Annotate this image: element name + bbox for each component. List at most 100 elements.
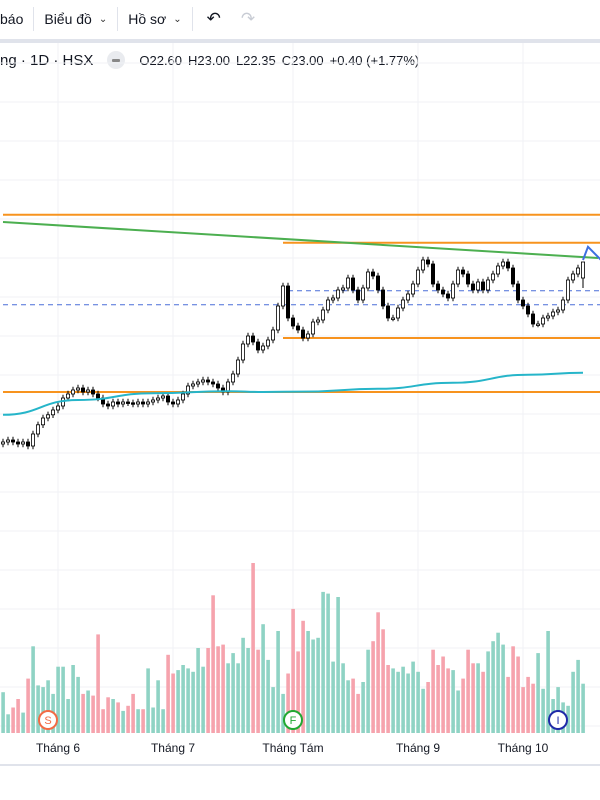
candle-down (126, 401, 131, 404)
chart-menu-button[interactable]: Biểu đồ ⌄ (34, 0, 117, 38)
volume-bar (361, 682, 365, 733)
candle-up (195, 381, 200, 385)
volume-bar (31, 646, 35, 733)
event-circle (38, 710, 58, 730)
volume-bar (96, 634, 100, 733)
candle-up (56, 405, 61, 411)
candle-up (571, 273, 576, 281)
volume-bar (416, 671, 420, 733)
time-axis-border (0, 764, 600, 766)
candle-up (30, 433, 35, 447)
volume-bar (461, 678, 465, 733)
volume-bar (526, 676, 530, 733)
candle-down (380, 289, 385, 307)
volume-bar (406, 673, 410, 733)
candle-up (6, 439, 11, 443)
volume-bar (301, 620, 305, 733)
candle-down (445, 293, 450, 299)
event-label: F (290, 715, 297, 727)
volume-bar (181, 665, 185, 733)
volume-bar (296, 651, 300, 733)
candle-up (76, 387, 81, 391)
candle-up (235, 359, 240, 375)
candle-up (450, 283, 455, 299)
trend-line (2, 221, 599, 259)
candle-up (390, 317, 395, 320)
volume-bar (146, 668, 150, 733)
volume-bar (191, 671, 195, 733)
toolbar-separator (117, 7, 119, 31)
volume-bar (136, 709, 140, 733)
candle-up (305, 333, 310, 339)
candle-up (275, 305, 280, 331)
profile-menu-label: Hồ sơ (128, 11, 167, 27)
volume-bar (161, 709, 165, 733)
candle-up (66, 393, 71, 399)
volume-bar (321, 591, 325, 733)
candle-down (106, 403, 111, 407)
undo-icon[interactable]: ↶ (206, 9, 221, 28)
chevron-down-icon: ⌄ (173, 13, 182, 25)
volume-bar (286, 673, 290, 733)
candle-up (265, 339, 270, 347)
candle-up (556, 309, 561, 313)
x-tick-label: Tháng 10 (498, 741, 549, 755)
candle-down (526, 305, 531, 315)
volume-bar (101, 709, 105, 733)
volume-bar (271, 687, 275, 733)
volume-bar (76, 676, 80, 733)
candle-up (280, 285, 285, 307)
candle-up (86, 389, 91, 393)
hide-indicator-button[interactable] (107, 51, 126, 69)
candle-up (551, 311, 556, 317)
candle-up (536, 323, 541, 326)
candle-up (51, 409, 56, 416)
redo-icon[interactable]: ↷ (240, 9, 256, 28)
candles (0, 256, 586, 450)
volume-bar (166, 654, 170, 733)
candle-down (516, 283, 521, 301)
toolbar-separator (33, 7, 35, 31)
partial-menu-item[interactable]: báo (0, 0, 33, 38)
candle-down (96, 393, 101, 399)
x-tick-label: Tháng 6 (36, 741, 80, 755)
candle-up (270, 329, 275, 341)
volume-bar (311, 639, 315, 733)
time-axis: Tháng 6 Tháng 7 Tháng Tám Tháng 9 Tháng 10 (36, 741, 549, 755)
candle-up (500, 261, 505, 267)
event-marker-i[interactable]: I (548, 710, 568, 730)
volume-bar (116, 702, 120, 733)
candle-up (395, 307, 400, 319)
candle-down (375, 275, 380, 291)
event-marker-s[interactable]: S (38, 710, 58, 730)
candle-up (330, 297, 335, 301)
candle-up (190, 383, 195, 387)
x-tick-label: Tháng 7 (151, 741, 195, 755)
candle-up (200, 379, 205, 383)
grid (0, 43, 600, 733)
profile-menu-button[interactable]: Hồ sơ ⌄ (118, 0, 191, 38)
event-label: I (556, 715, 559, 727)
volume-bar (401, 666, 405, 733)
volume-bar (111, 699, 115, 733)
event-marker-f[interactable]: F (283, 710, 303, 730)
volume-bar (471, 663, 475, 733)
volume-bar (11, 707, 15, 733)
volume-bar (86, 690, 90, 733)
volume-bar (451, 670, 455, 733)
volume-bar (566, 705, 570, 733)
symbol-label[interactable]: ng · 1D · HSX (0, 51, 94, 69)
volume-bar (291, 608, 295, 733)
volume-bar (126, 705, 130, 733)
volume-bar (476, 663, 480, 733)
volume-bar (61, 666, 65, 733)
volume-bar (316, 637, 320, 733)
candle-up (145, 401, 150, 405)
volume-bar (576, 659, 580, 733)
forecast-line (582, 244, 600, 261)
volume-bar (256, 649, 260, 733)
candle-up (320, 309, 325, 321)
candle-down (170, 401, 175, 405)
candle-up (485, 279, 490, 291)
